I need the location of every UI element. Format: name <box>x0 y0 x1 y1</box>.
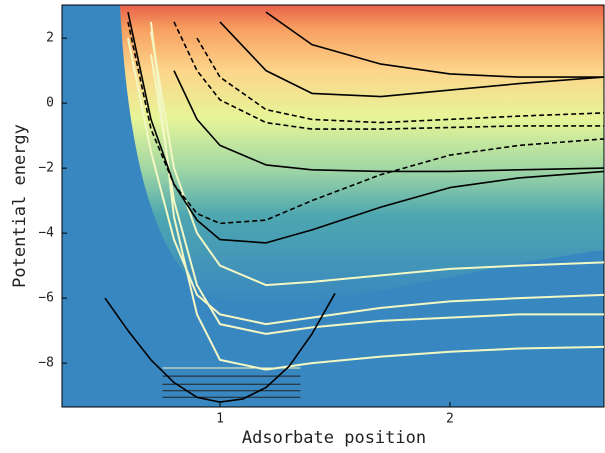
y-tick-label: 0 <box>46 96 54 111</box>
y-axis-label: Potential energy <box>10 124 30 288</box>
y-tick-label: 2 <box>46 31 54 46</box>
plot-frame <box>61 4 605 408</box>
y-tick-label: −2 <box>38 161 54 176</box>
curve <box>127 11 604 244</box>
y-tick-label: −6 <box>38 291 54 306</box>
curve <box>127 37 604 326</box>
curve <box>196 37 604 124</box>
x-axis-label: Adsorbate position <box>242 428 426 448</box>
curve <box>150 54 604 335</box>
curve <box>173 70 604 173</box>
curve <box>150 31 604 287</box>
curve <box>127 21 604 225</box>
y-tick-label: −4 <box>38 226 54 241</box>
y-tick-label: −8 <box>38 356 54 371</box>
x-tick-label: 2 <box>446 412 454 427</box>
heatmap <box>120 5 604 305</box>
curve <box>219 21 604 98</box>
curve <box>265 11 604 78</box>
curve <box>173 21 604 130</box>
x-tick-label: 1 <box>216 412 224 427</box>
